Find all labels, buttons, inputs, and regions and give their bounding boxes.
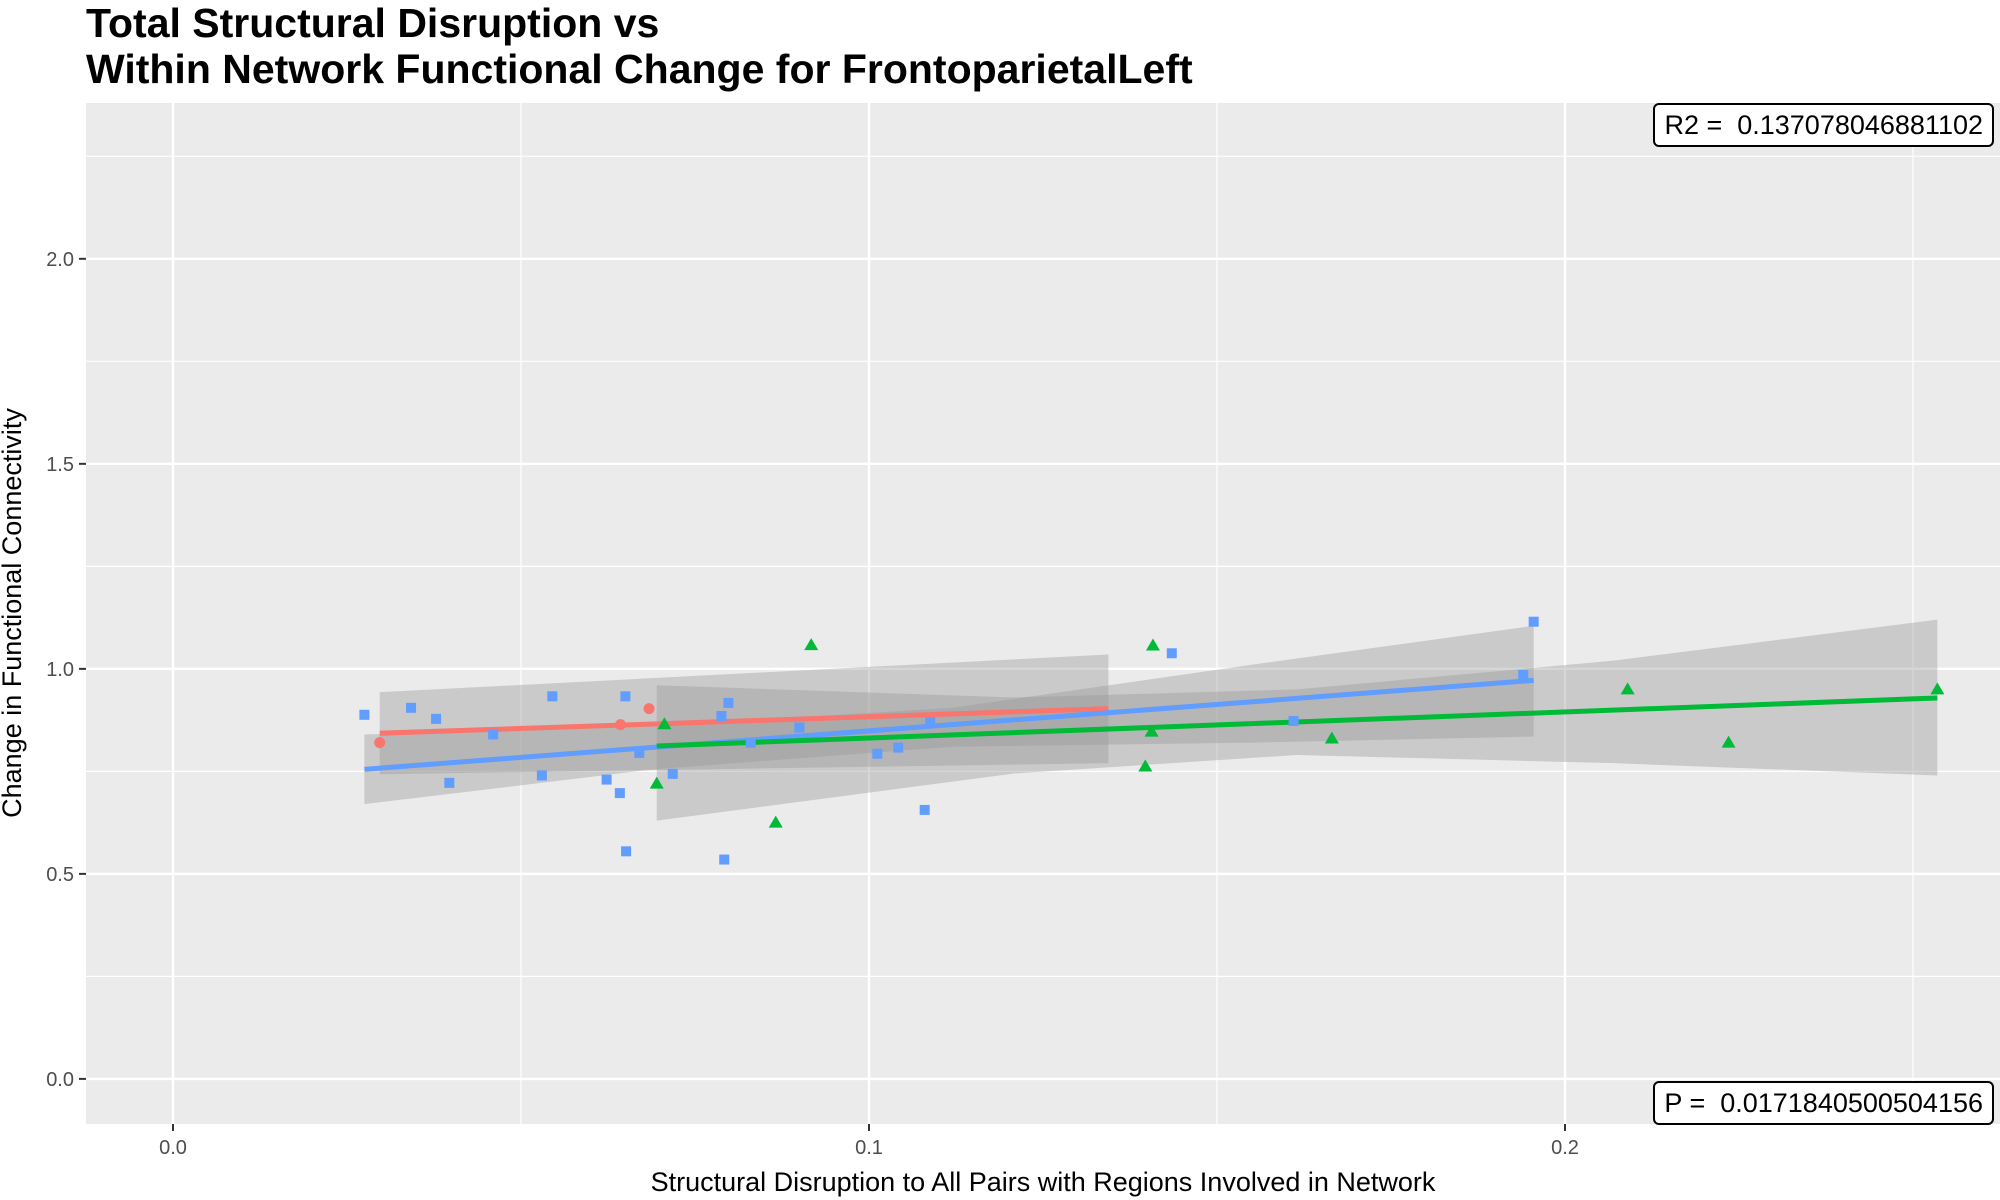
data-point-square	[431, 713, 442, 724]
data-point-triangle	[1620, 682, 1635, 695]
data-point-triangle	[1324, 731, 1339, 744]
y-axis-title: Change in Functional Connectivity	[0, 408, 27, 818]
y-axis-ticks: 0.0 0.5 1.0 1.5 2.0	[46, 249, 86, 1091]
data-point-square	[444, 777, 455, 788]
r2-annotation: R2 = 0.137078046881102	[1653, 103, 1994, 147]
data-point-square	[1518, 670, 1529, 681]
data-point-square	[667, 768, 678, 779]
data-point-triangle	[1144, 724, 1159, 737]
x-tick-label: 0.2	[1551, 1137, 1579, 1159]
confidence-band	[379, 654, 1109, 775]
data-point-triangle	[1930, 682, 1945, 695]
data-point-triangle	[657, 717, 672, 730]
data-point-square	[794, 722, 805, 733]
data-point-triangle	[804, 638, 819, 651]
data-point-square	[359, 709, 370, 720]
data-point-circle	[643, 703, 655, 715]
x-axis-ticks: 0.0 0.1 0.2	[159, 1124, 1579, 1159]
data-point-square	[745, 737, 756, 748]
data-point-square	[547, 691, 558, 702]
data-point-triangle	[1145, 638, 1160, 651]
regression-line	[379, 706, 1109, 736]
data-point-square	[536, 770, 547, 781]
chart-title: Total Structural Disruption vs Within Ne…	[86, 0, 1193, 92]
data-point-square	[716, 711, 727, 722]
x-tick-label: 0.1	[855, 1137, 883, 1159]
data-point-square	[925, 717, 936, 728]
data-point-square	[1288, 715, 1299, 726]
x-axis-title: Structural Disruption to All Pairs with …	[651, 1167, 1436, 1197]
data-point-circle	[374, 737, 386, 749]
data-point-square	[919, 804, 930, 815]
y-tick-label: 0.0	[46, 1069, 74, 1091]
plot-panel	[86, 103, 2000, 1124]
data-point-square	[634, 747, 645, 758]
data-point-square	[872, 748, 883, 759]
data-point-square	[621, 846, 632, 857]
data-point-square	[893, 742, 904, 753]
chart-title-line-1: Total Structural Disruption vs	[86, 0, 660, 46]
data-point-square	[719, 854, 730, 865]
data-point-square	[1166, 648, 1177, 659]
data-point-triangle	[1138, 759, 1153, 772]
data-point-triangle	[1721, 735, 1736, 748]
data-point-triangle	[768, 815, 783, 828]
data-point-square	[601, 774, 612, 785]
data-point-square	[614, 788, 625, 799]
data-point-circle	[615, 719, 627, 731]
y-tick-label: 1.5	[46, 454, 74, 476]
data-point-square	[488, 729, 499, 740]
data-point-square	[723, 697, 734, 708]
chart-title-line-2: Within Network Functional Change for Fro…	[86, 46, 1193, 92]
data-points	[359, 616, 1945, 865]
y-tick-label: 0.5	[46, 864, 74, 886]
x-tick-label: 0.0	[159, 1137, 187, 1159]
data-point-square	[1528, 616, 1539, 627]
data-point-square	[406, 702, 417, 713]
y-tick-label: 1.0	[46, 659, 74, 681]
data-point-triangle	[649, 776, 664, 789]
data-point-square	[620, 691, 631, 702]
y-tick-label: 2.0	[46, 249, 74, 271]
regression-line	[364, 677, 1534, 772]
grid-lines	[86, 103, 2000, 1124]
p-value-annotation: P = 0.0171840500504156	[1653, 1081, 1994, 1125]
